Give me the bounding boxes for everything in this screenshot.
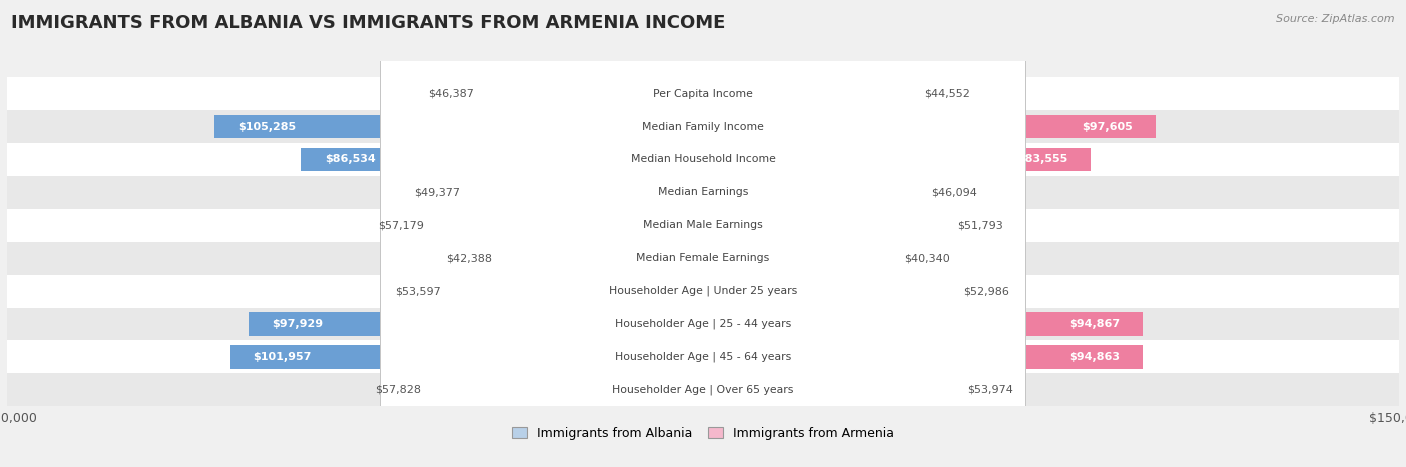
Bar — [703, 378, 953, 402]
FancyBboxPatch shape — [381, 0, 1025, 467]
Bar — [703, 312, 1143, 336]
Text: Median Family Income: Median Family Income — [643, 121, 763, 132]
Bar — [437, 213, 703, 237]
Bar — [488, 82, 703, 106]
Bar — [703, 213, 943, 237]
Bar — [7, 374, 1399, 406]
FancyBboxPatch shape — [381, 0, 1025, 467]
Bar — [434, 378, 703, 402]
Text: $97,929: $97,929 — [271, 319, 323, 329]
Bar — [703, 82, 910, 106]
Text: $52,986: $52,986 — [963, 286, 1008, 296]
Text: Median Female Earnings: Median Female Earnings — [637, 253, 769, 263]
Text: $51,793: $51,793 — [957, 220, 1002, 230]
Text: Householder Age | Under 25 years: Householder Age | Under 25 years — [609, 286, 797, 297]
Text: Householder Age | 45 - 64 years: Householder Age | 45 - 64 years — [614, 352, 792, 362]
Bar — [301, 148, 703, 171]
Text: $46,094: $46,094 — [931, 187, 977, 198]
Legend: Immigrants from Albania, Immigrants from Armenia: Immigrants from Albania, Immigrants from… — [508, 422, 898, 445]
Text: $105,285: $105,285 — [238, 121, 295, 132]
Bar — [703, 181, 917, 204]
Text: $86,534: $86,534 — [325, 155, 375, 164]
Bar — [249, 312, 703, 336]
Bar — [703, 246, 890, 270]
Text: $44,552: $44,552 — [924, 89, 970, 99]
FancyBboxPatch shape — [381, 0, 1025, 467]
Bar — [7, 275, 1399, 308]
Text: $57,179: $57,179 — [378, 220, 423, 230]
Bar — [454, 279, 703, 303]
Bar — [7, 340, 1399, 374]
Text: Median Earnings: Median Earnings — [658, 187, 748, 198]
Bar — [703, 345, 1143, 369]
Bar — [7, 176, 1399, 209]
Text: Householder Age | 25 - 44 years: Householder Age | 25 - 44 years — [614, 319, 792, 329]
FancyBboxPatch shape — [381, 0, 1025, 467]
Text: $83,555: $83,555 — [1017, 155, 1067, 164]
Bar — [7, 110, 1399, 143]
Text: $53,597: $53,597 — [395, 286, 440, 296]
Text: $101,957: $101,957 — [253, 352, 312, 362]
Text: Source: ZipAtlas.com: Source: ZipAtlas.com — [1277, 14, 1395, 24]
Text: $57,828: $57,828 — [375, 385, 420, 395]
Text: $49,377: $49,377 — [413, 187, 460, 198]
Bar — [703, 115, 1156, 138]
Text: $94,867: $94,867 — [1069, 319, 1121, 329]
Text: Median Male Earnings: Median Male Earnings — [643, 220, 763, 230]
Bar — [7, 209, 1399, 242]
Bar — [506, 246, 703, 270]
Bar — [7, 308, 1399, 340]
Bar — [7, 77, 1399, 110]
Text: $53,974: $53,974 — [967, 385, 1014, 395]
Bar — [703, 148, 1091, 171]
Bar — [703, 279, 949, 303]
Text: $42,388: $42,388 — [447, 253, 492, 263]
Text: $97,605: $97,605 — [1083, 121, 1133, 132]
FancyBboxPatch shape — [381, 0, 1025, 467]
Bar — [474, 181, 703, 204]
Bar — [7, 143, 1399, 176]
Text: IMMIGRANTS FROM ALBANIA VS IMMIGRANTS FROM ARMENIA INCOME: IMMIGRANTS FROM ALBANIA VS IMMIGRANTS FR… — [11, 14, 725, 32]
Text: $40,340: $40,340 — [904, 253, 950, 263]
Text: Householder Age | Over 65 years: Householder Age | Over 65 years — [612, 385, 794, 395]
Text: Per Capita Income: Per Capita Income — [652, 89, 754, 99]
FancyBboxPatch shape — [381, 0, 1025, 467]
FancyBboxPatch shape — [381, 0, 1025, 467]
FancyBboxPatch shape — [381, 0, 1025, 467]
Text: Median Household Income: Median Household Income — [630, 155, 776, 164]
Bar — [215, 115, 703, 138]
Bar — [7, 242, 1399, 275]
Text: $94,863: $94,863 — [1069, 352, 1121, 362]
FancyBboxPatch shape — [381, 0, 1025, 467]
Text: $46,387: $46,387 — [427, 89, 474, 99]
Bar — [231, 345, 703, 369]
FancyBboxPatch shape — [381, 0, 1025, 467]
